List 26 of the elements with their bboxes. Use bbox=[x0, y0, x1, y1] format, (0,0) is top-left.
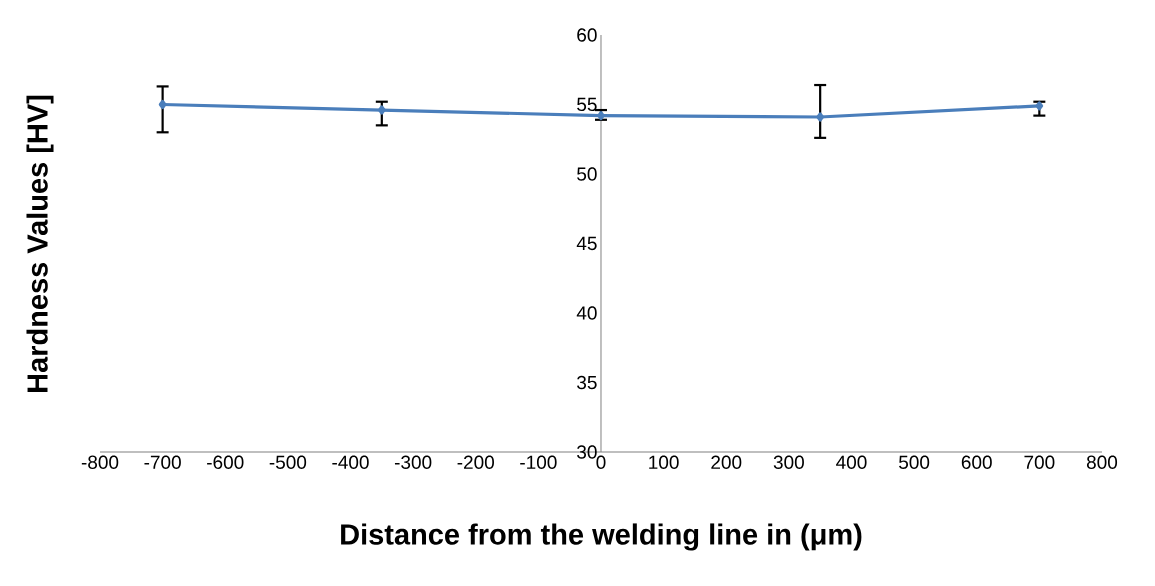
x-tick-label: -300 bbox=[394, 455, 432, 469]
x-tick-label: 700 bbox=[1024, 455, 1055, 469]
x-tick-label: 100 bbox=[649, 455, 679, 469]
x-tick-label: 500 bbox=[899, 455, 930, 469]
y-tick-label: 45 bbox=[576, 236, 597, 251]
x-tick-label: -600 bbox=[207, 455, 244, 469]
x-tick-label: 200 bbox=[711, 455, 742, 469]
x-tick-label: -700 bbox=[144, 455, 181, 469]
y-tick-label: 35 bbox=[577, 375, 597, 390]
y-tick-label: 55 bbox=[577, 97, 597, 112]
x-tick-label: -800 bbox=[81, 455, 119, 469]
x-tick-label: -200 bbox=[457, 455, 494, 469]
x-axis-title: Distance from the welding line in (μm) bbox=[341, 523, 862, 551]
x-tick-label: -400 bbox=[332, 455, 369, 469]
y-tick-label: 50 bbox=[577, 167, 597, 181]
x-tick-label: -500 bbox=[269, 455, 307, 469]
x-tick-label: 600 bbox=[961, 455, 992, 469]
x-tick-label: -100 bbox=[520, 455, 557, 469]
y-tick-label: 60 bbox=[577, 28, 597, 42]
x-tick-label: 0 bbox=[596, 455, 606, 469]
y-tick-label: 30 bbox=[577, 445, 597, 459]
x-tick-label: 300 bbox=[773, 455, 804, 469]
y-tick-label: 40 bbox=[576, 306, 597, 320]
x-tick-label: 400 bbox=[836, 455, 867, 469]
y-axis-title: Hardness Values [HV] bbox=[26, 95, 54, 392]
x-tick-label: 800 bbox=[1086, 455, 1118, 469]
